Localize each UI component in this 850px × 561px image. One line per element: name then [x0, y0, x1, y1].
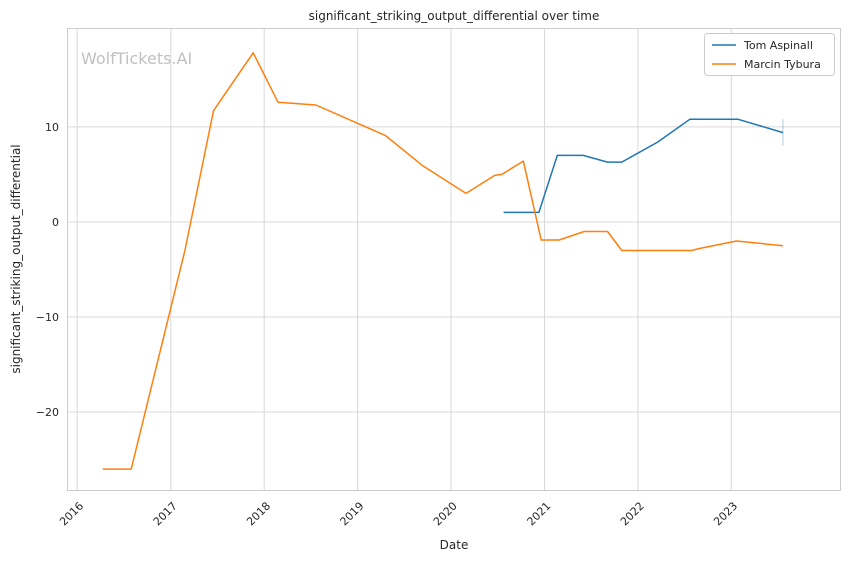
- watermark-text: WolfTickets.AI: [81, 49, 192, 68]
- x-tick-label: 2016: [57, 499, 86, 528]
- y-tick-label: −10: [36, 311, 59, 324]
- x-tick-label: 2018: [244, 499, 273, 528]
- series-line-marcin-tybura: [102, 52, 784, 470]
- plot-area: [67, 28, 841, 491]
- y-tick-label: 0: [52, 216, 59, 229]
- chart-title: significant_striking_output_differential…: [309, 9, 600, 23]
- x-tick-label: 2023: [711, 499, 740, 528]
- x-tick-label: 2020: [431, 499, 460, 528]
- x-tick-label: 2022: [618, 499, 647, 528]
- x-tick-label: 2019: [338, 499, 367, 528]
- y-tick-label: −20: [36, 406, 59, 419]
- series-lines: [102, 52, 784, 470]
- legend-box: [704, 33, 835, 76]
- grid-lines: [68, 29, 840, 490]
- y-axis-label: significant_striking_output_differential: [9, 144, 23, 373]
- x-axis-label: Date: [440, 538, 469, 552]
- x-tick-label: 2021: [525, 499, 554, 528]
- legend: Tom Aspinall Marcin Tybura: [704, 33, 835, 76]
- legend-label-tom-aspinall: Tom Aspinall: [743, 39, 813, 52]
- series-line-tom-aspinall: [503, 118, 784, 214]
- legend-label-marcin-tybura: Marcin Tybura: [744, 58, 821, 71]
- x-tick-label: 2017: [151, 499, 180, 528]
- y-tick-label: 10: [45, 121, 59, 134]
